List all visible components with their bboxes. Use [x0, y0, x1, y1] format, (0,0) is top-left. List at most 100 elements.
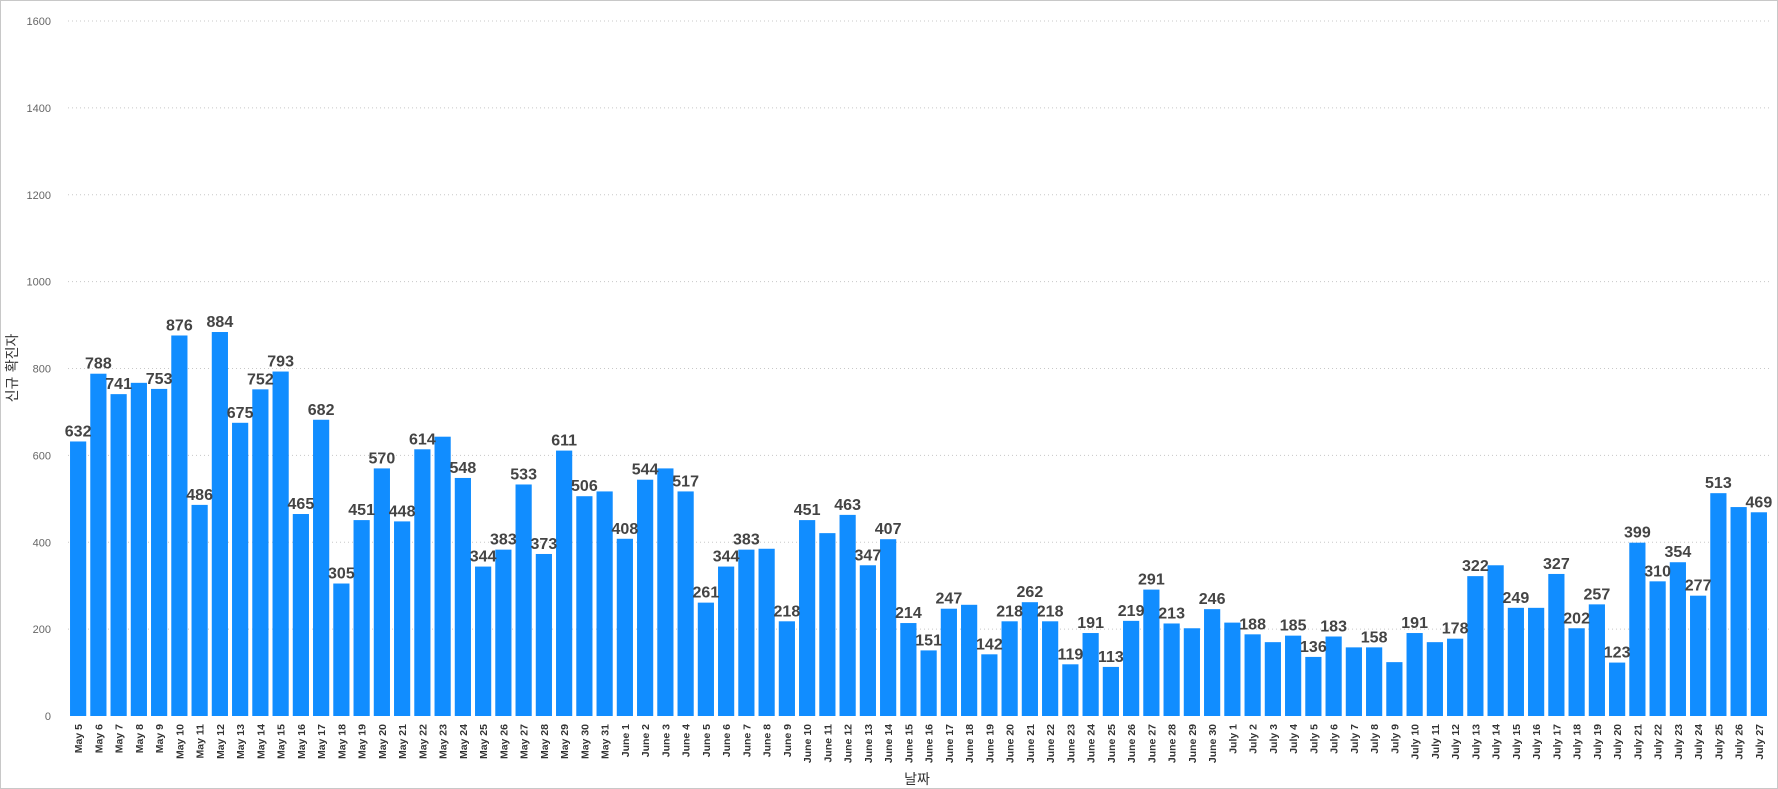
bar[interactable] [171, 335, 188, 716]
bar[interactable] [981, 654, 998, 716]
bar[interactable] [252, 389, 269, 716]
bar[interactable] [1204, 609, 1221, 716]
bar[interactable] [414, 449, 431, 716]
bar[interactable] [1629, 542, 1646, 716]
bar[interactable] [616, 538, 633, 716]
bar[interactable] [70, 441, 87, 716]
bar[interactable] [637, 479, 654, 716]
data-label: 202 [1563, 610, 1590, 627]
bar[interactable] [1467, 576, 1484, 716]
bar[interactable] [1244, 634, 1261, 716]
bar[interactable] [1487, 565, 1504, 716]
data-label: 682 [308, 402, 335, 419]
x-tick-label: July 9 [1389, 724, 1401, 754]
bar[interactable] [758, 548, 775, 716]
bar[interactable] [1548, 573, 1565, 716]
bar[interactable] [596, 491, 613, 716]
x-tick-label: July 10 [1410, 724, 1422, 760]
bar[interactable] [839, 514, 856, 716]
bar[interactable] [292, 514, 309, 716]
data-label: 142 [976, 636, 1003, 653]
bar[interactable] [556, 450, 573, 716]
bar[interactable] [1224, 622, 1241, 716]
bar[interactable] [1649, 581, 1666, 716]
bar[interactable] [1143, 589, 1160, 716]
bar[interactable] [576, 496, 593, 716]
bar[interactable] [1588, 604, 1605, 716]
bar[interactable] [373, 468, 390, 716]
bar[interactable] [394, 521, 411, 716]
bar[interactable] [535, 553, 552, 716]
bar[interactable] [1102, 666, 1119, 716]
bar[interactable] [1021, 602, 1038, 716]
bar[interactable] [900, 623, 917, 716]
bar[interactable] [1366, 647, 1383, 716]
x-tick-label: June 20 [1005, 724, 1017, 763]
bar[interactable] [880, 539, 897, 716]
data-label: 448 [389, 503, 416, 520]
bar[interactable] [110, 394, 127, 716]
bar[interactable] [1730, 507, 1747, 716]
bar[interactable] [232, 422, 249, 716]
x-tick-label: June 4 [681, 724, 693, 757]
x-tick-label: June 25 [1106, 724, 1118, 763]
bar[interactable] [961, 604, 978, 716]
bar[interactable] [151, 388, 168, 716]
y-axis-ticks: 0 200 400 600 800 1000 1200 1400 1600 [27, 16, 51, 723]
bar[interactable] [1345, 647, 1362, 716]
bar[interactable] [1183, 628, 1200, 716]
bar[interactable] [353, 520, 370, 716]
bar[interactable] [191, 504, 208, 716]
bar[interactable] [211, 332, 228, 716]
bar[interactable] [859, 565, 876, 716]
bar[interactable] [920, 650, 937, 716]
bar[interactable] [1285, 635, 1302, 716]
bar[interactable] [454, 477, 471, 716]
x-tick-label: May 7 [114, 724, 126, 753]
bar[interactable] [90, 373, 107, 716]
bar[interactable] [778, 621, 795, 716]
bar[interactable] [1305, 656, 1322, 716]
bar[interactable] [1426, 642, 1443, 716]
bar[interactable] [130, 382, 147, 716]
bar[interactable] [697, 602, 714, 716]
x-tick-label: May 13 [235, 724, 247, 759]
bar[interactable] [1447, 638, 1464, 716]
bar[interactable] [1042, 621, 1059, 716]
bar[interactable] [1123, 620, 1140, 716]
bar[interactable] [1325, 636, 1342, 716]
x-tick-label: June 17 [944, 724, 956, 763]
bar[interactable] [1082, 633, 1099, 716]
bar[interactable] [677, 491, 694, 716]
bar[interactable] [333, 583, 350, 716]
bar[interactable] [1690, 595, 1707, 716]
bar[interactable] [1609, 662, 1626, 716]
bar[interactable] [272, 371, 289, 716]
bar[interactable] [1386, 662, 1403, 716]
bar[interactable] [1669, 562, 1686, 716]
bar[interactable] [718, 566, 735, 716]
bar[interactable] [313, 419, 330, 716]
bar[interactable] [475, 566, 492, 716]
bar[interactable] [819, 533, 836, 716]
bar[interactable] [1507, 607, 1524, 716]
bar[interactable] [1710, 493, 1727, 716]
bar[interactable] [799, 520, 816, 716]
bar[interactable] [1568, 628, 1585, 716]
bar[interactable] [1406, 633, 1423, 716]
bar[interactable] [495, 549, 512, 716]
bar[interactable] [940, 608, 957, 716]
x-tick-label: July 5 [1308, 724, 1320, 754]
bar[interactable] [1062, 664, 1079, 716]
bar[interactable] [1001, 621, 1018, 716]
bar[interactable] [1750, 512, 1767, 716]
bar[interactable] [738, 549, 755, 716]
bar[interactable] [1163, 623, 1180, 716]
bar[interactable] [515, 484, 532, 716]
bar[interactable] [1264, 642, 1281, 716]
x-tick-label: May 17 [316, 724, 328, 759]
x-tick-label: July 16 [1531, 724, 1543, 760]
bar[interactable] [657, 468, 674, 716]
bar[interactable] [434, 436, 451, 716]
bar[interactable] [1528, 607, 1545, 716]
